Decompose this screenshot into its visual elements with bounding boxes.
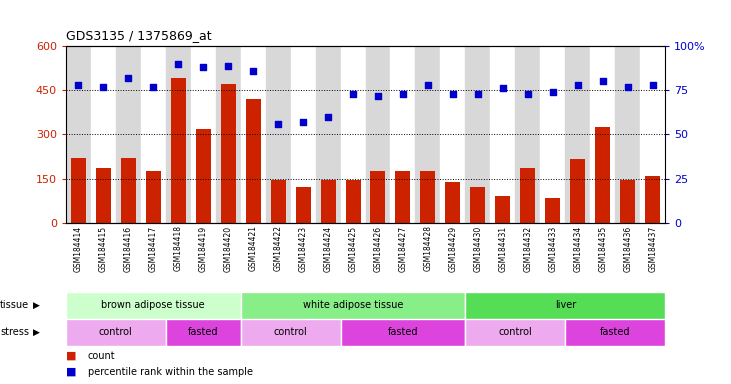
Point <box>497 85 509 91</box>
Bar <box>540 46 565 223</box>
Bar <box>645 175 660 223</box>
Point <box>397 91 409 97</box>
Bar <box>341 46 366 223</box>
Bar <box>140 46 166 223</box>
Bar <box>145 171 161 223</box>
Bar <box>265 46 290 223</box>
Point <box>298 119 309 125</box>
Bar <box>466 292 665 319</box>
Bar <box>545 198 561 223</box>
Bar <box>491 46 515 223</box>
Text: percentile rank within the sample: percentile rank within the sample <box>88 366 253 377</box>
Text: ▶: ▶ <box>33 328 39 337</box>
Bar <box>320 180 336 223</box>
Text: GDS3135 / 1375869_at: GDS3135 / 1375869_at <box>66 29 211 42</box>
Point <box>422 82 433 88</box>
Bar <box>341 319 466 346</box>
Bar <box>466 319 565 346</box>
Point <box>247 68 259 74</box>
Bar <box>295 187 311 223</box>
Point <box>597 78 609 84</box>
Point <box>347 91 359 97</box>
Text: tissue: tissue <box>0 300 29 310</box>
Bar <box>395 171 411 223</box>
Bar <box>565 319 665 346</box>
Point <box>222 63 234 69</box>
Bar <box>440 46 466 223</box>
Bar <box>595 127 610 223</box>
Point <box>572 82 583 88</box>
Point <box>97 84 109 90</box>
Bar <box>221 84 235 223</box>
Bar <box>616 46 640 223</box>
Bar <box>346 180 360 223</box>
Text: control: control <box>273 327 308 337</box>
Bar <box>371 171 385 223</box>
Text: fasted: fasted <box>387 327 418 337</box>
Point <box>447 91 459 97</box>
Point <box>322 114 334 120</box>
Text: ▶: ▶ <box>33 301 39 310</box>
Bar <box>91 46 115 223</box>
Text: ■: ■ <box>66 351 76 361</box>
Text: liver: liver <box>555 300 576 310</box>
Point <box>197 64 209 70</box>
Bar <box>390 46 415 223</box>
Bar <box>471 187 485 223</box>
Point <box>472 91 484 97</box>
Point <box>272 121 284 127</box>
Point <box>547 89 558 95</box>
Bar <box>515 46 540 223</box>
Bar <box>640 46 665 223</box>
Text: control: control <box>99 327 132 337</box>
Bar <box>71 158 86 223</box>
Point <box>72 82 84 88</box>
Bar <box>290 46 316 223</box>
Bar <box>170 78 186 223</box>
Bar <box>191 46 216 223</box>
Point <box>522 91 534 97</box>
Point <box>148 84 159 90</box>
Bar <box>316 46 341 223</box>
Bar <box>121 158 136 223</box>
Bar <box>415 46 440 223</box>
Bar <box>466 46 491 223</box>
Bar <box>115 46 140 223</box>
Text: ■: ■ <box>66 366 76 377</box>
Bar <box>246 99 260 223</box>
Bar <box>420 171 436 223</box>
Bar <box>591 46 616 223</box>
Bar <box>66 46 91 223</box>
Bar <box>520 168 535 223</box>
Point <box>122 75 134 81</box>
Bar <box>270 180 286 223</box>
Bar <box>240 292 466 319</box>
Bar <box>196 129 211 223</box>
Bar <box>565 46 590 223</box>
Point <box>622 84 634 90</box>
Text: stress: stress <box>0 327 29 337</box>
Point <box>173 61 184 67</box>
Text: fasted: fasted <box>188 327 219 337</box>
Bar <box>166 319 240 346</box>
Bar <box>240 46 265 223</box>
Bar <box>96 168 111 223</box>
Text: white adipose tissue: white adipose tissue <box>303 300 404 310</box>
Bar <box>66 292 240 319</box>
Bar <box>66 319 166 346</box>
Bar <box>366 46 390 223</box>
Text: control: control <box>499 327 532 337</box>
Text: fasted: fasted <box>600 327 631 337</box>
Bar <box>216 46 240 223</box>
Bar <box>496 196 510 223</box>
Text: brown adipose tissue: brown adipose tissue <box>102 300 205 310</box>
Bar <box>240 319 341 346</box>
Point <box>372 93 384 99</box>
Bar <box>166 46 191 223</box>
Bar <box>445 182 461 223</box>
Text: count: count <box>88 351 115 361</box>
Bar <box>620 180 635 223</box>
Bar <box>570 159 586 223</box>
Point <box>647 82 659 88</box>
